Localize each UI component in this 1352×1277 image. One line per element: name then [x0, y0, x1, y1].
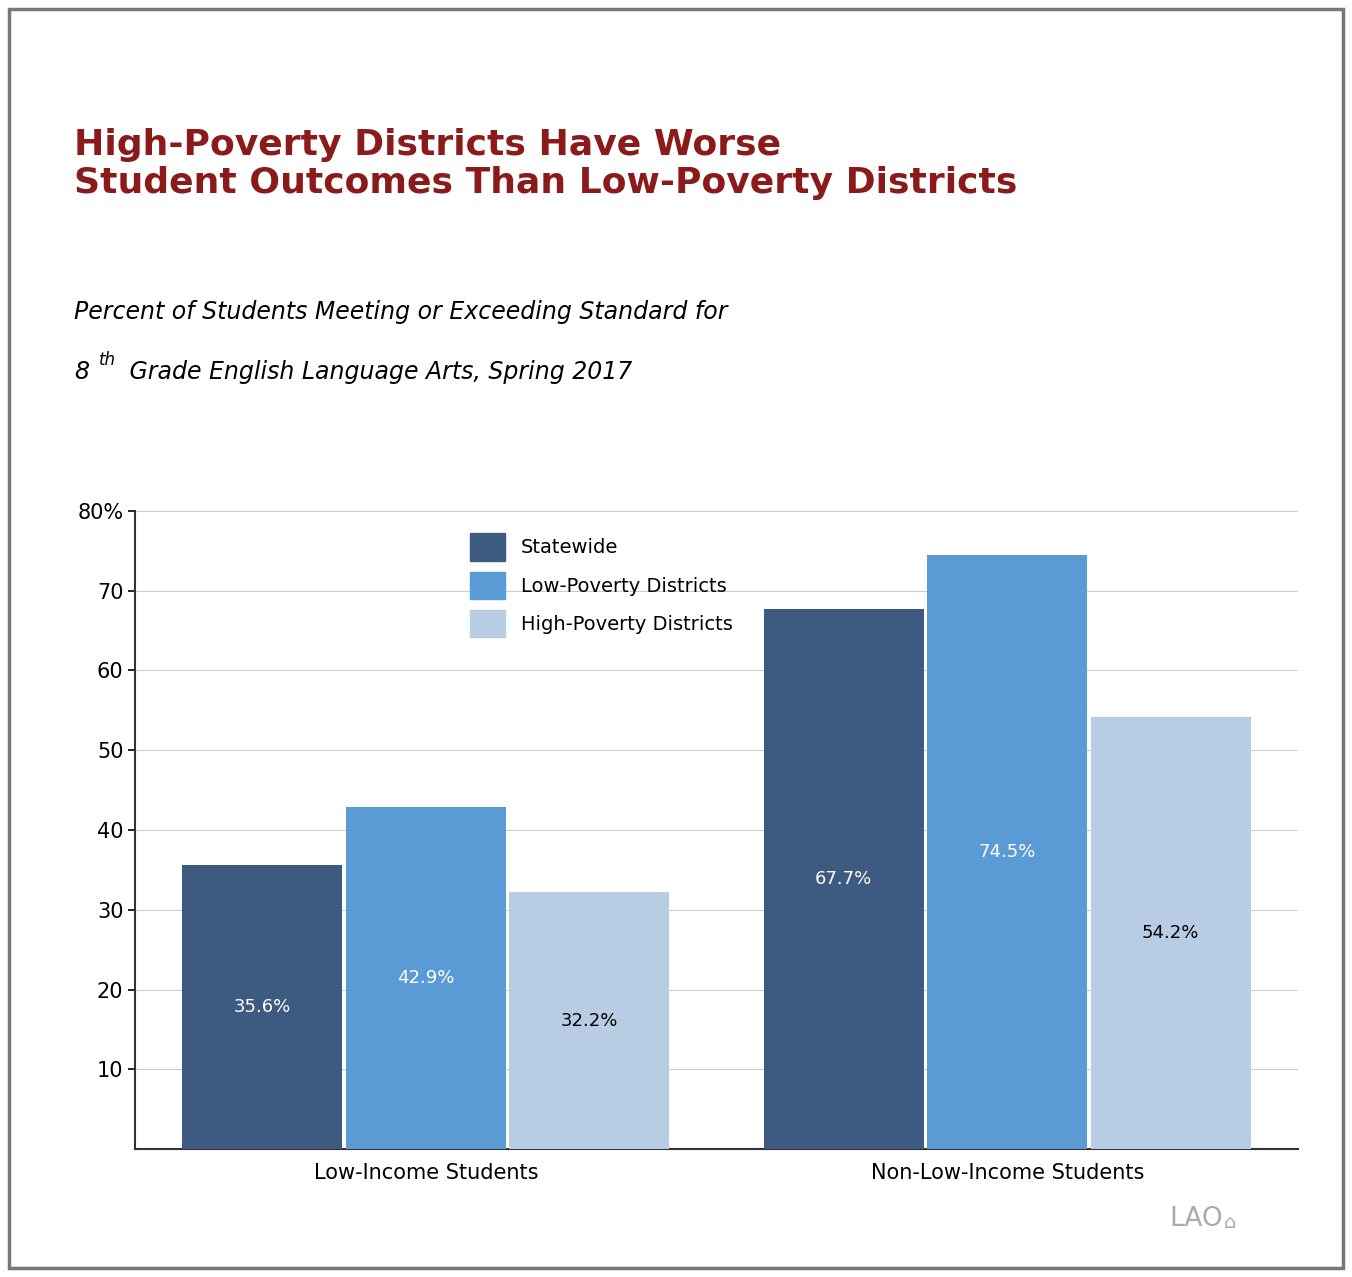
Text: 74.5%: 74.5% — [979, 843, 1036, 861]
Text: High-Poverty Districts Have Worse
Student Outcomes Than Low-Poverty Districts: High-Poverty Districts Have Worse Studen… — [74, 128, 1018, 199]
Bar — [1091, 716, 1251, 1149]
Text: 8: 8 — [74, 360, 89, 384]
Text: th: th — [99, 351, 116, 369]
Bar — [183, 866, 342, 1149]
Bar — [346, 807, 506, 1149]
Text: 32.2%: 32.2% — [561, 1011, 618, 1029]
Bar — [927, 554, 1087, 1149]
Bar — [510, 893, 669, 1149]
Bar — [764, 609, 923, 1149]
Text: ⌂: ⌂ — [1224, 1213, 1236, 1232]
Text: 67.7%: 67.7% — [815, 870, 872, 888]
Text: LAO: LAO — [1169, 1207, 1224, 1232]
Text: Figure 12: Figure 12 — [26, 42, 160, 65]
Legend: Statewide, Low-Poverty Districts, High-Poverty Districts: Statewide, Low-Poverty Districts, High-P… — [470, 534, 733, 637]
Text: Grade English Language Arts, Spring 2017: Grade English Language Arts, Spring 2017 — [122, 360, 631, 384]
Text: 35.6%: 35.6% — [234, 999, 291, 1016]
Text: 42.9%: 42.9% — [397, 969, 454, 987]
Text: 54.2%: 54.2% — [1142, 925, 1199, 942]
Text: Percent of Students Meeting or Exceeding Standard for: Percent of Students Meeting or Exceeding… — [74, 300, 727, 324]
